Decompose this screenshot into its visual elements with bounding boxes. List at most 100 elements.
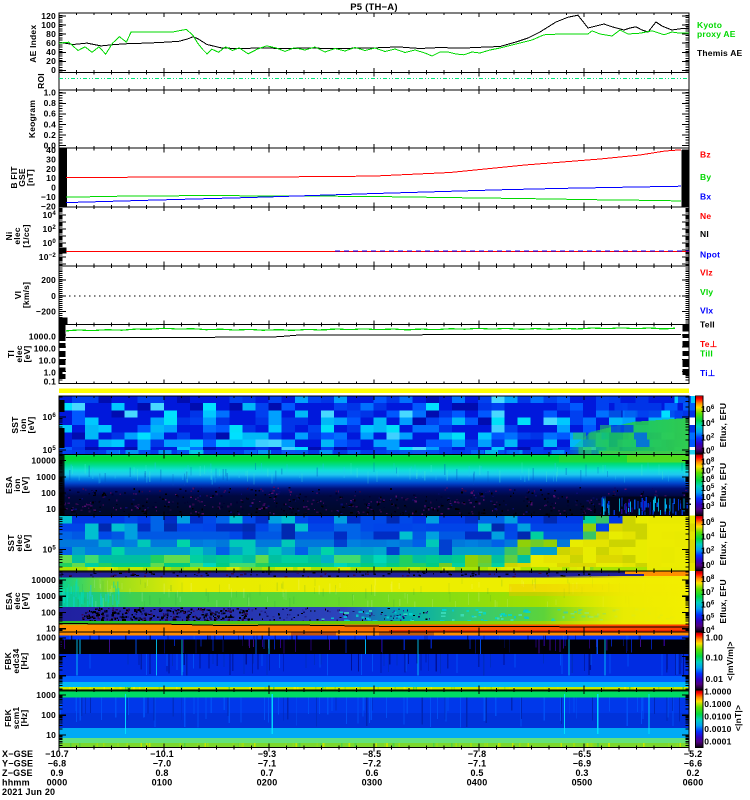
svg-text:proxy AE: proxy AE	[697, 29, 736, 39]
svg-text:Eflux, EFU: Eflux, EFU	[718, 579, 728, 624]
svg-text:VIy: VIy	[700, 287, 713, 297]
svg-text:scm1: scm1	[11, 707, 21, 730]
svg-text:1000.0: 1000.0	[29, 331, 56, 341]
svg-text:105: 105	[43, 545, 57, 555]
svg-text:FBK: FBK	[3, 708, 13, 727]
svg-text:105: 105	[701, 612, 715, 622]
svg-text:[eV]: [eV]	[20, 477, 30, 494]
svg-text:104: 104	[43, 210, 57, 220]
svg-text:−10: −10	[41, 192, 56, 202]
svg-text:−6.5: −6.5	[573, 749, 592, 759]
svg-text:1000: 1000	[36, 591, 56, 601]
svg-text:1.0: 1.0	[44, 368, 56, 378]
svg-text:20: 20	[46, 56, 56, 66]
svg-text:[1/cc]: [1/cc]	[21, 224, 31, 247]
svg-text:elec: elec	[14, 345, 24, 362]
svg-text:Eflux, EFU: Eflux, EFU	[718, 521, 728, 566]
svg-text:102: 102	[701, 546, 715, 556]
svg-text:0.1000: 0.1000	[704, 699, 731, 709]
svg-text:0.10: 0.10	[706, 653, 723, 663]
svg-text:20: 20	[46, 164, 56, 174]
svg-text:0.6: 0.6	[365, 768, 378, 778]
svg-text:−6.6: −6.6	[684, 759, 703, 769]
svg-text:0100: 0100	[152, 778, 173, 788]
svg-text:hhmm: hhmm	[2, 778, 30, 788]
svg-text:ROI: ROI	[36, 73, 46, 89]
svg-text:100: 100	[41, 710, 56, 720]
svg-text:−7.1: −7.1	[258, 759, 277, 769]
svg-text:<|nT|>: <|nT|>	[733, 705, 743, 731]
svg-text:[Hz]: [Hz]	[19, 653, 29, 670]
svg-text:−10.1: −10.1	[150, 749, 174, 759]
svg-text:By: By	[700, 172, 711, 182]
svg-text:SST: SST	[10, 416, 20, 434]
svg-text:ESA: ESA	[4, 592, 14, 610]
svg-text:0.8: 0.8	[155, 768, 168, 778]
svg-text:10: 10	[46, 730, 56, 740]
svg-text:104: 104	[701, 418, 715, 428]
svg-text:0.01: 0.01	[706, 674, 723, 684]
svg-text:0.0010: 0.0010	[704, 724, 731, 734]
svg-text:0400: 0400	[467, 778, 488, 788]
svg-text:100: 100	[41, 488, 56, 498]
svg-text:−9.3: −9.3	[258, 749, 277, 759]
svg-text:10000: 10000	[31, 455, 56, 465]
svg-text:TiII: TiII	[700, 349, 713, 359]
svg-text:10: 10	[46, 623, 56, 633]
svg-text:0600: 0600	[683, 778, 704, 788]
svg-text:B FIT: B FIT	[9, 166, 19, 189]
svg-text:Kyoto: Kyoto	[697, 20, 722, 30]
svg-text:100: 100	[701, 446, 715, 456]
svg-text:ESA: ESA	[4, 476, 14, 494]
svg-text:105: 105	[701, 483, 715, 493]
svg-text:edc34: edc34	[11, 648, 21, 673]
svg-text:10: 10	[46, 671, 56, 681]
svg-text:−7.8: −7.8	[468, 749, 487, 759]
svg-text:10000: 10000	[31, 575, 56, 585]
svg-text:0300: 0300	[362, 778, 383, 788]
svg-text:106: 106	[701, 404, 715, 414]
svg-text:VIz: VIz	[700, 268, 713, 278]
svg-text:100.0: 100.0	[34, 343, 56, 353]
svg-text:60: 60	[46, 38, 56, 48]
svg-text:105: 105	[43, 445, 57, 455]
svg-text:0.3: 0.3	[575, 768, 588, 778]
svg-text:104: 104	[701, 492, 715, 502]
svg-text:103: 103	[701, 501, 715, 511]
svg-text:elec: elec	[14, 534, 24, 551]
svg-text:NI: NI	[700, 229, 709, 239]
svg-text:SST: SST	[6, 534, 16, 552]
svg-text:100: 100	[41, 651, 56, 661]
svg-text:Ne: Ne	[700, 211, 711, 221]
svg-text:TI: TI	[6, 350, 16, 358]
svg-text:elec: elec	[12, 592, 22, 609]
svg-text:VI: VI	[13, 291, 23, 299]
svg-text:Eflux, EFU: Eflux, EFU	[718, 403, 728, 448]
svg-text:0: 0	[51, 183, 56, 193]
svg-text:0.2: 0.2	[686, 768, 699, 778]
svg-text:30: 30	[46, 154, 56, 164]
svg-text:P5 (TH−A): P5 (TH−A)	[350, 2, 397, 13]
svg-text:1000: 1000	[36, 690, 56, 700]
svg-text:−7.2: −7.2	[363, 759, 382, 769]
svg-text:Y−GSE: Y−GSE	[2, 759, 33, 769]
svg-text:[eV]: [eV]	[26, 417, 36, 434]
svg-text:ion: ion	[18, 418, 28, 431]
svg-text:VIx: VIx	[700, 306, 713, 316]
svg-text:102: 102	[43, 224, 57, 234]
svg-text:0.0001: 0.0001	[704, 737, 731, 747]
svg-text:0.4: 0.4	[44, 119, 56, 129]
svg-text:1000: 1000	[36, 472, 56, 482]
svg-text:0: 0	[51, 65, 56, 75]
svg-text:100: 100	[701, 560, 715, 570]
svg-text:−7.0: −7.0	[153, 759, 172, 769]
svg-text:0: 0	[51, 291, 56, 301]
svg-text:200: 200	[41, 275, 56, 285]
svg-text:107: 107	[701, 465, 715, 475]
svg-text:0200: 0200	[257, 778, 278, 788]
svg-text:102: 102	[701, 433, 715, 443]
svg-text:104: 104	[701, 531, 715, 541]
svg-text:Keogram: Keogram	[27, 100, 37, 138]
svg-text:−200: −200	[36, 307, 56, 317]
svg-text:−7.1: −7.1	[468, 759, 487, 769]
